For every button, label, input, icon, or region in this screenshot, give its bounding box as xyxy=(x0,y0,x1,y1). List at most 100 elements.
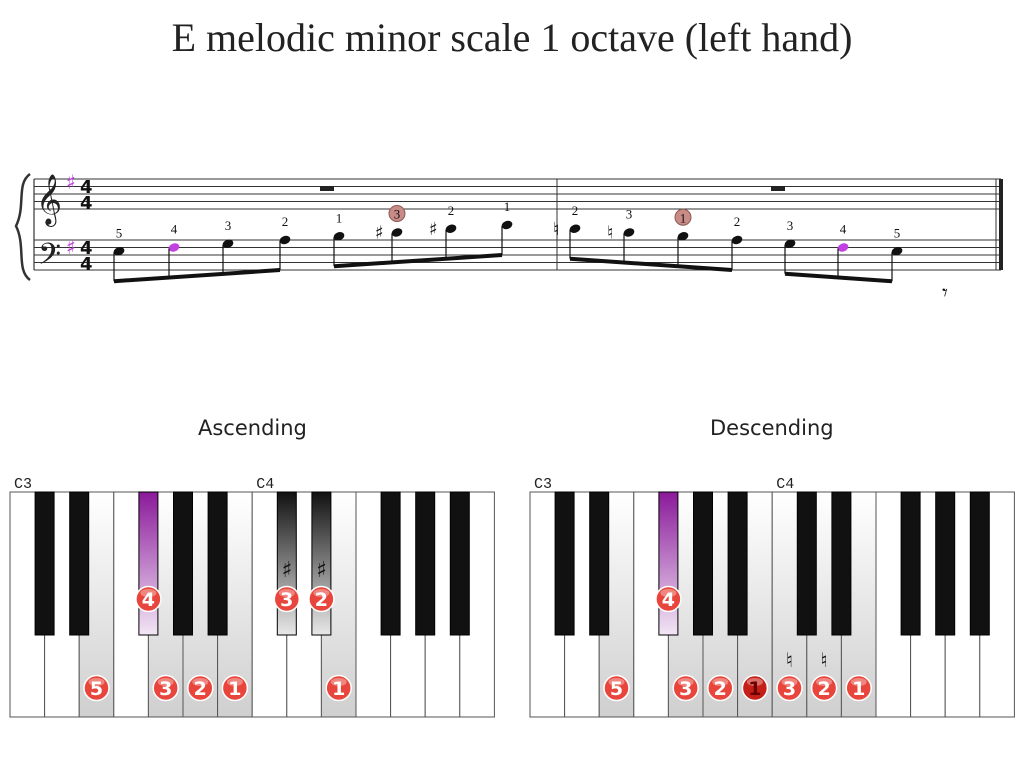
finger-label: 2 xyxy=(194,678,207,700)
white-key xyxy=(979,491,1015,718)
black-key xyxy=(589,491,610,636)
finger-ball-shine xyxy=(313,589,330,597)
note-accidental: ♯ xyxy=(375,223,384,244)
black-key xyxy=(727,491,748,636)
finger-number: 2 xyxy=(572,203,579,218)
finger-number: 1 xyxy=(504,199,511,214)
white-key xyxy=(702,491,739,718)
black-key xyxy=(276,491,297,636)
finger-ball-shine xyxy=(746,678,763,686)
note-beam xyxy=(333,253,503,269)
white-key xyxy=(875,491,912,718)
finger-number: 2 xyxy=(448,203,455,218)
finger-label: 3 xyxy=(280,589,293,611)
white-key xyxy=(78,491,115,718)
finger-ball xyxy=(776,674,803,702)
finger-ball-shine xyxy=(781,678,798,686)
ascending-label: Ascending xyxy=(198,416,307,440)
finger-ball xyxy=(741,674,769,702)
finger-label: 2 xyxy=(714,678,727,700)
white-key xyxy=(459,491,495,718)
finger-ball-shine xyxy=(660,589,677,597)
finger-label: 3 xyxy=(679,678,692,700)
finger-ball xyxy=(187,674,214,702)
finger-label: 4 xyxy=(662,589,675,611)
key-accidental: ♮ xyxy=(786,648,793,672)
finger-ball-shine xyxy=(816,678,833,686)
finger-ball xyxy=(810,674,838,702)
note-head xyxy=(168,243,180,252)
bass-key-sharp: ♯ xyxy=(66,235,76,259)
black-key-finger: 3 xyxy=(273,585,301,613)
white-key-finger: 3 xyxy=(672,674,699,702)
white-key-finger: 1 xyxy=(221,674,249,702)
note-head xyxy=(677,232,689,241)
white-key xyxy=(840,491,877,718)
black-key xyxy=(935,491,956,636)
white-key xyxy=(390,491,426,718)
black-key xyxy=(34,491,55,636)
note-head xyxy=(113,247,125,256)
finger-ball-shine xyxy=(330,678,347,686)
final-barline-thick xyxy=(999,179,1003,270)
finger-label: 3 xyxy=(783,678,796,700)
white-key xyxy=(44,491,80,718)
white-key-finger: 1 xyxy=(325,674,352,702)
finger-number: 5 xyxy=(894,225,901,240)
white-key xyxy=(529,491,566,718)
finger-number: 3 xyxy=(225,218,232,233)
treble-clef-icon: 𝄞 xyxy=(36,174,62,227)
white-key xyxy=(113,491,149,718)
note-head xyxy=(569,224,581,233)
white-key xyxy=(9,491,46,718)
finger-label: 1 xyxy=(332,678,345,700)
finger-ball xyxy=(655,585,682,613)
black-key xyxy=(415,491,436,636)
finger-ball xyxy=(152,674,179,702)
black-key xyxy=(900,491,921,636)
finger-number: 4 xyxy=(171,222,178,237)
white-key xyxy=(910,491,946,718)
finger-number: 1 xyxy=(336,210,343,225)
octave-label: C4 xyxy=(256,476,274,493)
whole-rest-icon xyxy=(771,186,785,191)
note-head xyxy=(222,239,234,248)
black-key xyxy=(207,491,228,636)
note-head xyxy=(891,247,903,256)
white-key xyxy=(286,491,322,718)
finger-ball-shine xyxy=(140,589,157,597)
white-key xyxy=(424,491,461,718)
white-key-finger: 3 xyxy=(776,674,803,702)
finger-ball-shine xyxy=(226,678,243,686)
black-key xyxy=(138,491,159,636)
white-key xyxy=(771,491,808,718)
black-key xyxy=(449,491,470,636)
finger-label: 5 xyxy=(610,678,623,700)
treble-time-sig-top: 4 xyxy=(80,177,93,198)
note-head xyxy=(333,232,345,241)
white-key-finger: 3 xyxy=(152,674,179,702)
black-key xyxy=(69,491,90,636)
finger-ball xyxy=(672,674,699,702)
white-key-finger: 5 xyxy=(83,674,110,702)
finger-number: 3 xyxy=(394,207,401,222)
black-key xyxy=(831,491,852,636)
finger-ball-shine xyxy=(608,678,625,686)
black-key xyxy=(796,491,817,636)
finger-number: 3 xyxy=(787,218,794,233)
finger-label: 2 xyxy=(817,678,830,700)
keyboard-ascending: C3 C4 ♯ ♯ xyxy=(9,476,495,718)
finger-ball xyxy=(707,674,734,702)
black-key-finger: 4 xyxy=(655,585,682,613)
note-head xyxy=(784,239,796,248)
finger-label: 1 xyxy=(852,678,865,700)
white-key xyxy=(320,491,357,718)
white-key xyxy=(944,491,981,718)
octave-label: C3 xyxy=(534,476,552,493)
white-key-finger: 2 xyxy=(187,674,214,702)
black-key-finger: 4 xyxy=(135,585,162,613)
note-beam xyxy=(113,268,281,284)
note-head xyxy=(501,220,513,230)
finger-number: 3 xyxy=(626,207,633,222)
